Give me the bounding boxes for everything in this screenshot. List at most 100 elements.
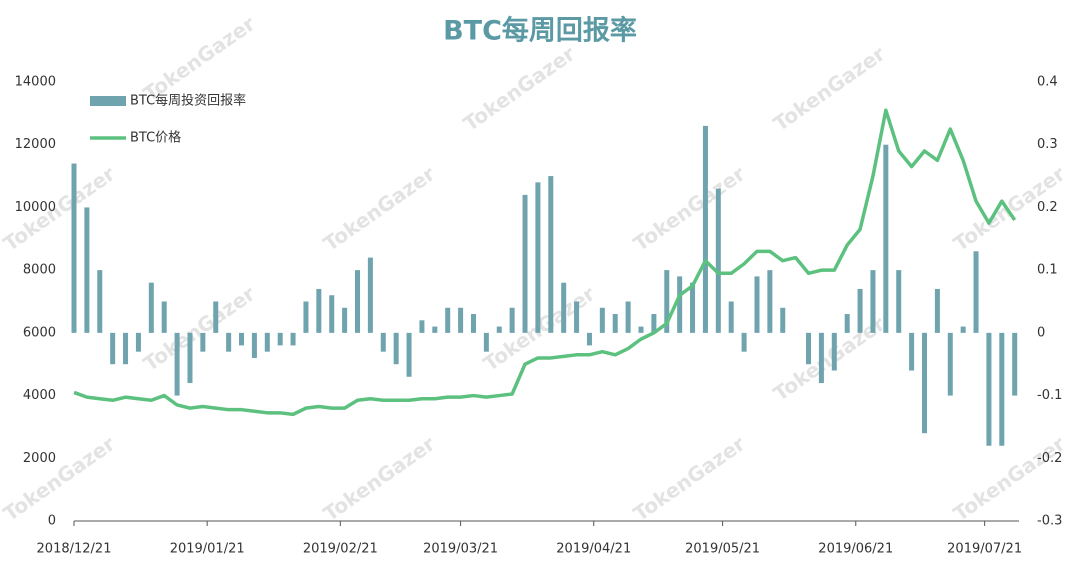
bar bbox=[702, 125, 708, 333]
bar bbox=[148, 282, 154, 333]
bar bbox=[251, 332, 257, 358]
legend-label: BTC每周投资回报率 bbox=[130, 93, 246, 109]
bar bbox=[625, 301, 631, 333]
y2-tick-label: -0.2 bbox=[1037, 451, 1062, 466]
bar bbox=[574, 301, 580, 333]
bar bbox=[200, 332, 206, 352]
bar bbox=[909, 332, 915, 371]
bar bbox=[316, 288, 322, 333]
bar bbox=[831, 332, 837, 371]
bar bbox=[290, 332, 296, 346]
bar bbox=[844, 314, 850, 333]
bar bbox=[509, 307, 515, 333]
bar bbox=[187, 332, 193, 384]
bar bbox=[973, 251, 979, 333]
bar bbox=[97, 270, 103, 333]
bar bbox=[483, 332, 489, 352]
bar bbox=[612, 314, 618, 333]
y-tick-label: 8000 bbox=[23, 263, 56, 278]
bar bbox=[690, 282, 696, 333]
y-tick-label: 14000 bbox=[15, 75, 56, 90]
y2-tick-label: -0.3 bbox=[1037, 514, 1062, 529]
watermark: TokenGazer bbox=[319, 162, 440, 256]
bar bbox=[857, 288, 863, 333]
bar bbox=[561, 282, 567, 333]
watermark: TokenGazer bbox=[139, 282, 260, 376]
y-tick-label: 10000 bbox=[15, 200, 56, 215]
bar bbox=[303, 301, 309, 333]
y2-tick-label: 0 bbox=[1037, 325, 1045, 340]
bar bbox=[432, 326, 438, 333]
bar bbox=[522, 194, 528, 333]
bar bbox=[638, 326, 644, 333]
watermark: TokenGazer bbox=[319, 432, 440, 526]
y-tick-label: 6000 bbox=[23, 325, 56, 340]
y-tick-label: 4000 bbox=[23, 388, 56, 403]
bar bbox=[470, 314, 476, 333]
bar bbox=[1012, 332, 1018, 396]
bar bbox=[947, 332, 953, 396]
watermark: TokenGazer bbox=[949, 432, 1070, 526]
bar bbox=[883, 144, 889, 333]
bar bbox=[896, 270, 902, 333]
bar bbox=[393, 332, 399, 365]
bar bbox=[277, 332, 283, 346]
watermark: TokenGazer bbox=[769, 42, 890, 136]
bar bbox=[535, 182, 541, 333]
bar bbox=[226, 332, 232, 352]
bar bbox=[818, 332, 824, 384]
y2-tick-label: 0.4 bbox=[1037, 75, 1058, 90]
y2-tick-label: 0.2 bbox=[1037, 200, 1058, 215]
y-tick-label: 12000 bbox=[15, 137, 56, 152]
bar bbox=[664, 270, 670, 333]
bar bbox=[84, 207, 90, 333]
bar bbox=[329, 295, 335, 333]
legend-label: BTC价格 bbox=[130, 130, 181, 146]
bar bbox=[419, 320, 425, 333]
y2-tick-label: 0.3 bbox=[1037, 137, 1058, 152]
bar bbox=[870, 270, 876, 333]
bar bbox=[445, 307, 451, 333]
x-tick-label: 2019/02/21 bbox=[303, 542, 378, 557]
x-tick-label: 2018/12/21 bbox=[37, 542, 112, 557]
bar bbox=[458, 307, 464, 333]
watermark: TokenGazer bbox=[139, 12, 260, 106]
bar bbox=[780, 307, 786, 333]
y2-tick-label: -0.1 bbox=[1037, 388, 1062, 403]
chart-title: BTC每周回报率 bbox=[443, 15, 637, 47]
bar bbox=[741, 332, 747, 352]
bar bbox=[806, 332, 812, 365]
bar bbox=[599, 307, 605, 333]
bar bbox=[767, 270, 773, 333]
bar bbox=[161, 301, 167, 333]
x-tick-label: 2019/05/21 bbox=[685, 542, 760, 557]
y-tick-label: 2000 bbox=[23, 451, 56, 466]
bar bbox=[754, 276, 760, 333]
bar bbox=[355, 270, 360, 333]
bar bbox=[380, 332, 386, 352]
watermark: TokenGazer bbox=[0, 432, 119, 526]
watermark: TokenGazer bbox=[629, 432, 750, 526]
bar bbox=[367, 257, 373, 333]
bar bbox=[986, 332, 992, 446]
y2-tick-label: 0.1 bbox=[1037, 263, 1058, 278]
price-line bbox=[73, 108, 1017, 417]
x-tick-label: 2019/01/21 bbox=[170, 542, 245, 557]
bar bbox=[496, 326, 502, 333]
bar bbox=[715, 188, 721, 333]
bar bbox=[728, 301, 734, 333]
bar bbox=[123, 332, 129, 365]
x-tick-label: 2019/07/21 bbox=[947, 542, 1022, 557]
bar bbox=[922, 332, 927, 434]
legend-swatch bbox=[90, 96, 126, 106]
bar bbox=[174, 332, 180, 396]
bar bbox=[342, 307, 348, 333]
bar bbox=[934, 288, 940, 333]
bar bbox=[135, 332, 141, 352]
bar bbox=[264, 332, 270, 352]
bar bbox=[999, 332, 1005, 446]
bar bbox=[213, 301, 219, 333]
y-tick-label: 0 bbox=[48, 514, 56, 529]
bar bbox=[677, 276, 683, 333]
